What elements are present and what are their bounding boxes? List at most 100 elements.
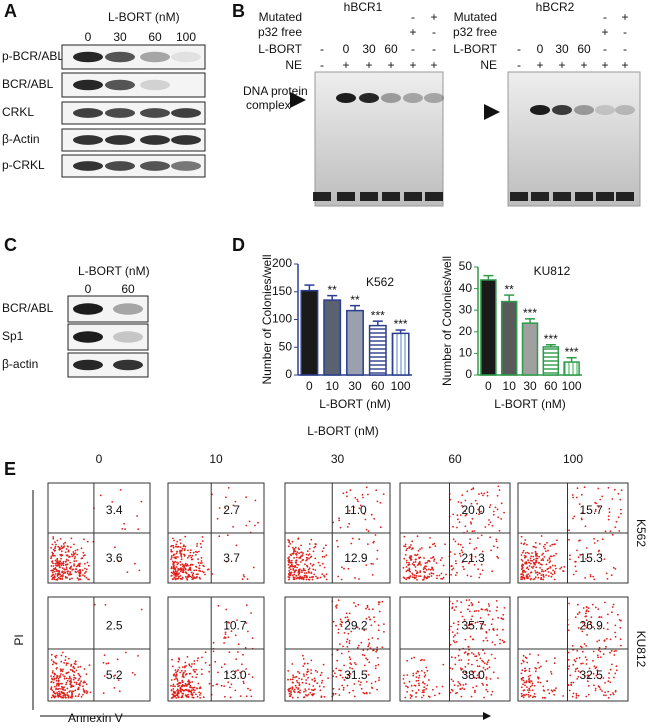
cell-dot: [184, 545, 187, 548]
cell-dot: [357, 500, 359, 503]
cell-dot: [593, 542, 596, 544]
cell-dot: [217, 671, 219, 674]
cell-dot: [310, 669, 312, 671]
cell-dot: [360, 641, 363, 644]
cell-dot: [217, 604, 220, 607]
cell-dot: [174, 685, 176, 688]
cell-dot: [208, 682, 211, 685]
cell-dot: [296, 551, 299, 553]
cell-dot: [307, 578, 310, 581]
cell-dot: [427, 560, 429, 562]
cell-dot: [184, 661, 187, 664]
cell-dot: [251, 637, 254, 639]
cell-dot: [76, 548, 79, 551]
cell-dot: [450, 688, 453, 691]
cell-dot: [404, 543, 407, 546]
cell-dot: [173, 564, 175, 566]
blot-band: [105, 161, 135, 171]
cell-dot: [303, 696, 306, 698]
cell-dot: [71, 569, 74, 571]
cell-dot: [56, 579, 59, 581]
cell-dot: [560, 566, 563, 569]
cell-dot: [376, 500, 379, 503]
cell-dot: [600, 616, 603, 618]
cell-dot: [478, 672, 480, 674]
cell-dot: [60, 545, 63, 548]
cell-dot: [460, 501, 463, 504]
cell-dot: [571, 494, 574, 496]
cell-dot: [68, 578, 71, 581]
cell-dot: [73, 662, 76, 665]
cell-dot: [319, 674, 322, 677]
cell-dot: [578, 540, 580, 542]
cell-dot: [555, 552, 557, 555]
cell-dot: [321, 562, 324, 565]
cell-dot: [174, 567, 177, 570]
cell-dot: [471, 517, 474, 520]
blot-band: [113, 303, 143, 315]
cell-dot: [567, 629, 570, 632]
cell-dot: [62, 674, 64, 676]
cell-dot: [287, 539, 289, 541]
cell-dot: [588, 667, 591, 670]
cell-dot: [288, 570, 291, 572]
cell-dot: [604, 682, 606, 684]
cell-dot: [581, 630, 584, 633]
cell-dot: [582, 607, 585, 609]
cell-dot: [462, 565, 464, 568]
x-axis-label: Annexin V: [68, 711, 123, 725]
cell-dot: [494, 506, 497, 509]
cell-dot: [313, 573, 316, 576]
cell-dot: [592, 650, 595, 653]
cell-dot: [581, 650, 584, 653]
cell-dot: [486, 494, 489, 497]
cell-dot: [194, 689, 196, 692]
cell-dot: [474, 555, 477, 558]
cell-dot: [542, 570, 545, 573]
cell-dot: [545, 660, 548, 662]
cell-dot: [342, 492, 345, 495]
cell-dot: [64, 575, 67, 578]
cell-dot: [483, 492, 486, 495]
cell-dot: [489, 521, 492, 524]
cell-dot: [591, 603, 594, 606]
cell-dot: [189, 551, 192, 554]
cell-dot: [227, 636, 230, 638]
dose-label: 0: [85, 30, 92, 44]
cell-dot: [459, 543, 462, 546]
cell-dot: [520, 686, 523, 689]
cell-dot: [314, 669, 317, 672]
cell-dot: [482, 684, 485, 686]
cell-dot: [178, 572, 181, 575]
cell-dot: [441, 557, 443, 559]
cell-dot: [216, 517, 219, 520]
cell-dot: [490, 693, 493, 696]
cell-dot: [377, 657, 379, 659]
cell-dot: [182, 681, 184, 684]
cell-dot: [76, 577, 79, 579]
cell-dot: [526, 551, 529, 554]
cell-dot: [552, 569, 554, 572]
cell-dot: [607, 486, 610, 489]
cell-dot: [187, 690, 190, 693]
cell-dot: [134, 562, 136, 565]
cell-dot: [482, 639, 485, 642]
cell-dot: [594, 687, 597, 690]
blot-row-label: β-actin: [2, 357, 38, 371]
cell-dot: [594, 689, 597, 692]
cell-dot: [532, 561, 535, 564]
cell-dot: [302, 654, 304, 657]
cell-dot: [474, 670, 476, 673]
cell-dot: [363, 654, 366, 657]
cell-dot: [305, 679, 308, 681]
cell-dot: [551, 564, 554, 567]
cell-dot: [55, 677, 57, 680]
cell-dot: [345, 612, 348, 615]
cell-dot: [454, 641, 456, 644]
cell-dot: [587, 607, 590, 609]
cell-dot: [461, 546, 464, 549]
cell-dot: [308, 543, 311, 545]
cell-dot: [295, 569, 297, 572]
cell-dot: [71, 577, 73, 580]
cell-dot: [79, 571, 81, 574]
